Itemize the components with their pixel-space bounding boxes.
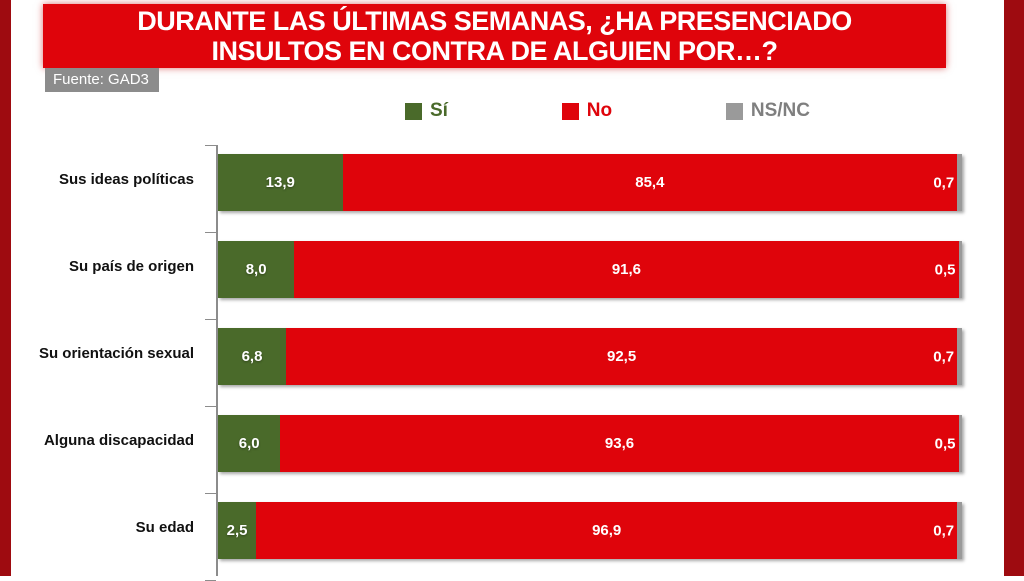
bar-track: 6,0 93,6 0,5 <box>218 415 962 472</box>
axis-tick <box>205 493 216 494</box>
legend-item-no: No <box>561 100 613 122</box>
category-label: Su orientación sexual <box>38 345 194 362</box>
bar-segment-no: 91,6 0,5 <box>294 241 959 298</box>
category-label: Sus ideas políticas <box>58 171 194 188</box>
bar-value-si: 8,0 <box>245 261 267 278</box>
bar-track: 2,5 96,9 0,7 <box>218 502 962 559</box>
frame-strip-right <box>1004 0 1024 576</box>
bar-track: 13,9 85,4 0,7 <box>218 154 962 211</box>
bar-value-no: 93,6 <box>604 435 635 452</box>
axis-tick <box>205 232 216 233</box>
bar-segment-s: 13,9 <box>218 154 343 211</box>
category-label: Su edad <box>135 519 194 536</box>
category-label: Alguna discapacidad <box>43 432 194 449</box>
legend-label: NS/NC <box>750 100 810 121</box>
bar-segment-ns-nc <box>957 154 962 211</box>
legend-swatch-icon <box>561 102 579 120</box>
legend-label: Sí <box>430 100 448 121</box>
chart-rows: Sus ideas políticas 13,9 85,4 0,7 Su país de… <box>12 145 974 580</box>
category-label: Su país de origen <box>68 258 194 275</box>
bar-value-no: 92,5 <box>606 348 637 365</box>
legend-swatch-icon <box>725 102 743 120</box>
chart-row: Alguna discapacidad 6,0 93,6 0,5 <box>12 406 974 493</box>
legend-swatch-icon <box>405 102 422 120</box>
frame-strip-left <box>0 0 11 576</box>
bar-segment-no: 93,6 0,5 <box>280 415 959 472</box>
bar-value-nsnc: 0,5 <box>934 435 956 452</box>
bar-segment-ns-nc <box>958 415 962 472</box>
bar-value-no: 85,4 <box>635 174 665 191</box>
bar-segment-s: 6,0 <box>218 415 281 472</box>
bar-segment-ns-nc <box>957 328 962 385</box>
chart-row: Sus ideas políticas 13,9 85,4 0,7 <box>12 145 974 232</box>
axis-tick <box>205 145 216 146</box>
bar-value-si: 13,9 <box>265 174 295 191</box>
bar-value-nsnc: 0,5 <box>934 261 956 278</box>
bar-segment-s: 2,5 <box>218 502 257 559</box>
bar-segment-ns-nc <box>958 241 962 298</box>
bar-segment-no: 85,4 0,7 <box>342 154 958 211</box>
title-banner: DURANTE LAS ÚLTIMAS SEMANAS, ¿HA PRESENC… <box>43 4 946 68</box>
title-line-1: DURANTE LAS ÚLTIMAS SEMANAS, ¿HA PRESENC… <box>137 6 852 36</box>
bar-value-nsnc: 0,7 <box>933 522 955 539</box>
legend-label: No <box>586 100 613 121</box>
bar-value-nsnc: 0,7 <box>933 174 955 191</box>
bar-segment-s: 6,8 <box>218 328 287 385</box>
source-tag: Fuente: GAD3 <box>45 68 159 92</box>
bar-value-no: 96,9 <box>592 522 622 539</box>
bar-track: 8,0 91,6 0,5 <box>218 241 962 298</box>
bar-segment-no: 92,5 0,7 <box>286 328 958 385</box>
bar-value-nsnc: 0,7 <box>933 348 955 365</box>
chart-row: Su orientación sexual 6,8 92,5 0,7 <box>12 319 974 406</box>
bar-segment-no: 96,9 0,7 <box>256 502 958 559</box>
bar-value-si: 2,5 <box>226 522 248 539</box>
title-line-2: INSULTOS EN CONTRA DE ALGUIEN POR…? <box>211 36 778 66</box>
chart: Sus ideas políticas 13,9 85,4 0,7 Su país de… <box>12 145 974 581</box>
bar-track: 6,8 92,5 0,7 <box>218 328 962 385</box>
bar-value-si: 6,0 <box>238 435 260 452</box>
bar-segment-s: 8,0 <box>218 241 295 298</box>
axis-line <box>216 145 218 576</box>
axis-tick <box>205 406 216 407</box>
legend: Sí No NS/NC <box>405 100 810 122</box>
bar-value-si: 6,8 <box>241 348 263 365</box>
legend-item-s: Sí <box>405 100 448 122</box>
chart-row: Su edad 2,5 96,9 0,7 <box>12 493 974 580</box>
bar-segment-ns-nc <box>957 502 962 559</box>
bar-value-no: 91,6 <box>611 261 642 278</box>
axis-tick <box>205 319 216 320</box>
legend-item-ns-nc: NS/NC <box>725 100 810 122</box>
chart-row: Su país de origen 8,0 91,6 0,5 <box>12 232 974 319</box>
